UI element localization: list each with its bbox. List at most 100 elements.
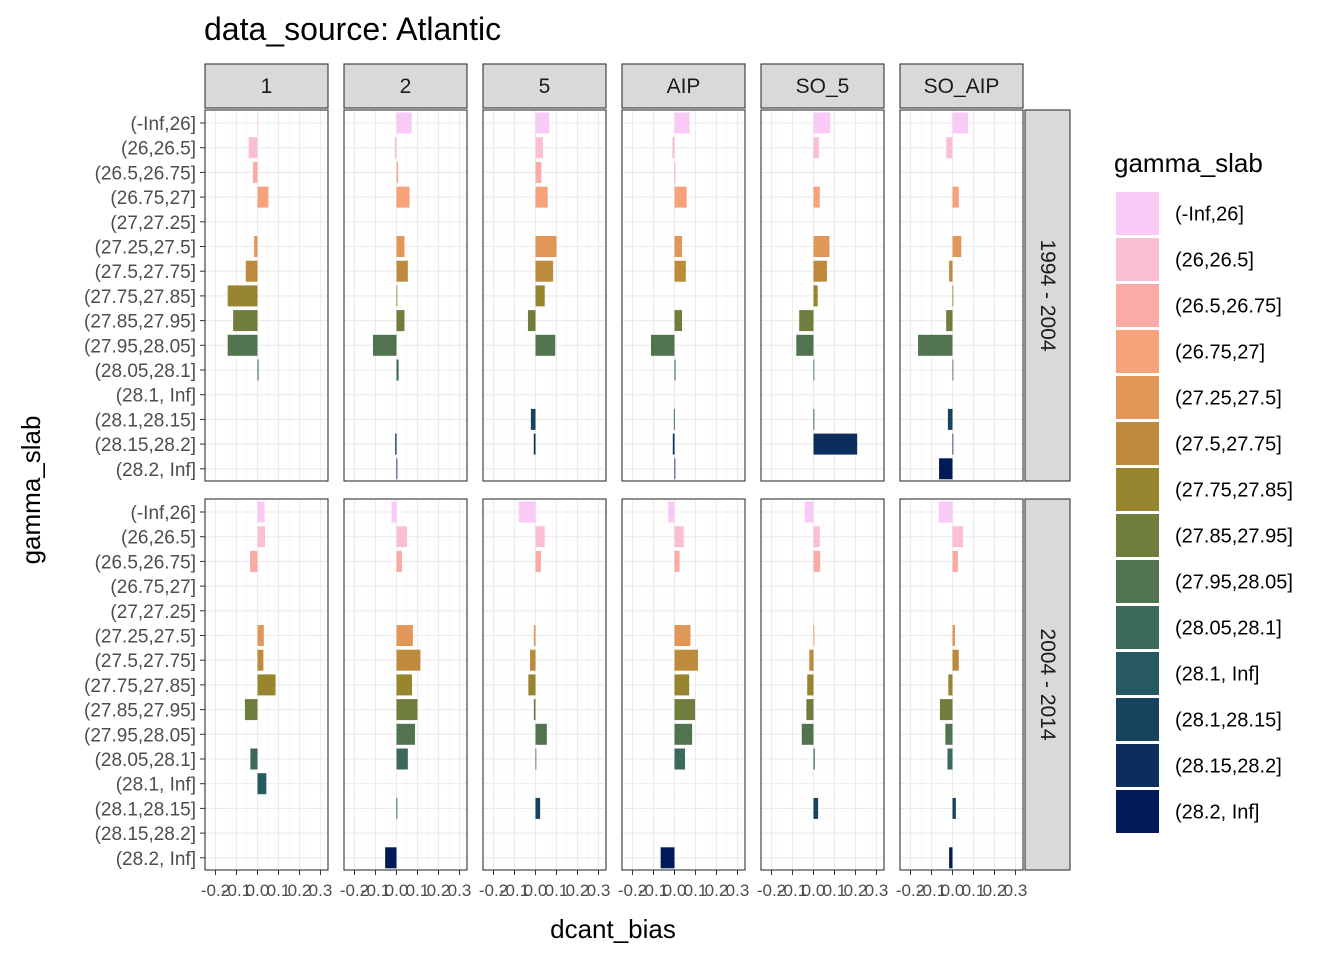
legend-label: (26.5,26.75] bbox=[1175, 296, 1282, 318]
bar bbox=[813, 112, 831, 134]
bar bbox=[257, 674, 276, 696]
bar bbox=[674, 112, 690, 134]
facet-strip-col: 5 bbox=[482, 63, 607, 109]
legend-swatch bbox=[1116, 192, 1159, 235]
legend-item: (27.75,27.85] bbox=[1116, 468, 1293, 511]
bar bbox=[801, 723, 814, 745]
bar bbox=[813, 526, 820, 548]
bar bbox=[947, 408, 953, 430]
bar bbox=[535, 334, 556, 356]
legend-swatch bbox=[1116, 330, 1159, 373]
legend-swatch bbox=[1116, 652, 1159, 695]
bar bbox=[396, 550, 402, 572]
bar bbox=[535, 748, 537, 770]
bar bbox=[528, 674, 536, 696]
x-tick-label: 0.2 bbox=[844, 881, 868, 900]
bar bbox=[952, 550, 958, 572]
y-tick-label: (28.15,28.2] bbox=[95, 435, 196, 456]
bar bbox=[372, 334, 397, 356]
x-tick-label: -0.1 bbox=[778, 881, 807, 900]
strip-background bbox=[760, 63, 885, 109]
x-tick-label: -0.2 bbox=[618, 881, 647, 900]
facet-panel bbox=[899, 109, 1024, 482]
bar bbox=[674, 310, 683, 332]
bar bbox=[396, 674, 413, 696]
bar bbox=[535, 723, 547, 745]
bar bbox=[952, 625, 956, 646]
x-tick-label: -0.1 bbox=[917, 881, 946, 900]
x-tick-label: 0.0 bbox=[802, 881, 826, 900]
x-tick-label: 0.0 bbox=[941, 881, 965, 900]
bar bbox=[396, 285, 398, 307]
bar bbox=[233, 310, 258, 332]
legend-label: (28.05,28.1] bbox=[1175, 618, 1282, 640]
bar bbox=[813, 408, 815, 430]
bar bbox=[948, 674, 953, 696]
facet-col-label: AIP bbox=[667, 75, 701, 98]
bar bbox=[535, 161, 542, 183]
legend: (-Inf,26] (26,26.5] (26.5,26.75] (26.75,27]… bbox=[1116, 192, 1293, 833]
y-tick-label: (26,26.5] bbox=[121, 528, 196, 549]
bar bbox=[396, 625, 413, 646]
x-tick-label: -0.2 bbox=[340, 881, 369, 900]
legend-swatch bbox=[1116, 560, 1159, 603]
x-tick-label: 0.1 bbox=[267, 881, 291, 900]
bar bbox=[946, 310, 953, 332]
y-tick-label: (-Inf,26] bbox=[131, 503, 196, 524]
bar bbox=[396, 699, 418, 721]
legend-swatch bbox=[1116, 468, 1159, 511]
panel-border bbox=[343, 109, 468, 482]
facet-panel: -0.2-0.10.00.10.20.3 bbox=[896, 498, 1028, 900]
x-tick-label: -0.2 bbox=[479, 881, 508, 900]
bar bbox=[674, 161, 676, 183]
bar bbox=[674, 674, 690, 696]
legend-item: (27.25,27.5] bbox=[1116, 376, 1282, 419]
legend-label: (27.5,27.75] bbox=[1175, 434, 1282, 456]
x-tick-label: -0.1 bbox=[361, 881, 390, 900]
legend-item: (26,26.5] bbox=[1116, 238, 1254, 281]
x-tick-label: 0.2 bbox=[427, 881, 451, 900]
legend-item: (28.1,28.15] bbox=[1116, 698, 1282, 741]
strip-background bbox=[621, 63, 746, 109]
x-tick-label: 0.3 bbox=[1004, 881, 1028, 900]
panel-border bbox=[760, 498, 885, 871]
legend-label: (28.1,28.15] bbox=[1175, 710, 1282, 732]
legend-title: gamma_slab bbox=[1114, 148, 1263, 178]
facet-panel bbox=[343, 109, 468, 482]
legend-swatch bbox=[1116, 698, 1159, 741]
bar bbox=[809, 649, 814, 671]
bar bbox=[533, 625, 536, 646]
strip-background bbox=[343, 63, 468, 109]
y-tick-label: (28.2, Inf] bbox=[116, 849, 196, 870]
legend-item: (27.95,28.05] bbox=[1116, 560, 1293, 603]
facet-panels: 1 2 5 AIP SO_5 SO_AIP 1994 - 2004 2004 - 2014 (-… bbox=[84, 63, 1071, 900]
y-axis-title: gamma_slab bbox=[16, 416, 46, 565]
bar bbox=[804, 501, 814, 523]
facet-panel: -0.2-0.10.00.10.20.3 bbox=[479, 498, 610, 900]
bar bbox=[813, 359, 815, 381]
bar bbox=[257, 112, 259, 134]
y-tick-label: (27.95,28.05] bbox=[84, 725, 196, 746]
bar bbox=[945, 723, 953, 745]
legend-swatch bbox=[1116, 790, 1159, 833]
bar bbox=[939, 699, 953, 721]
facet-col-label: SO_5 bbox=[796, 75, 850, 98]
bar bbox=[949, 260, 953, 282]
facet-strip-row: 2004 - 2014 bbox=[1024, 498, 1071, 871]
bar bbox=[257, 773, 267, 795]
bar bbox=[257, 359, 259, 381]
panel-border bbox=[760, 109, 885, 482]
strip-background bbox=[1024, 109, 1071, 482]
x-tick-label: -0.1 bbox=[222, 881, 251, 900]
chart-title: data_source: Atlantic bbox=[204, 11, 501, 47]
bar bbox=[535, 526, 545, 548]
bar bbox=[396, 649, 421, 671]
facet-row-label: 1994 - 2004 bbox=[1036, 239, 1059, 351]
bar bbox=[813, 236, 830, 257]
bar bbox=[396, 748, 408, 770]
y-tick-label: (27.85,27.95] bbox=[84, 701, 196, 722]
panel-border bbox=[482, 498, 607, 871]
x-tick-label: 0.3 bbox=[726, 881, 750, 900]
x-tick-label: -0.2 bbox=[896, 881, 925, 900]
strip-background bbox=[204, 63, 329, 109]
